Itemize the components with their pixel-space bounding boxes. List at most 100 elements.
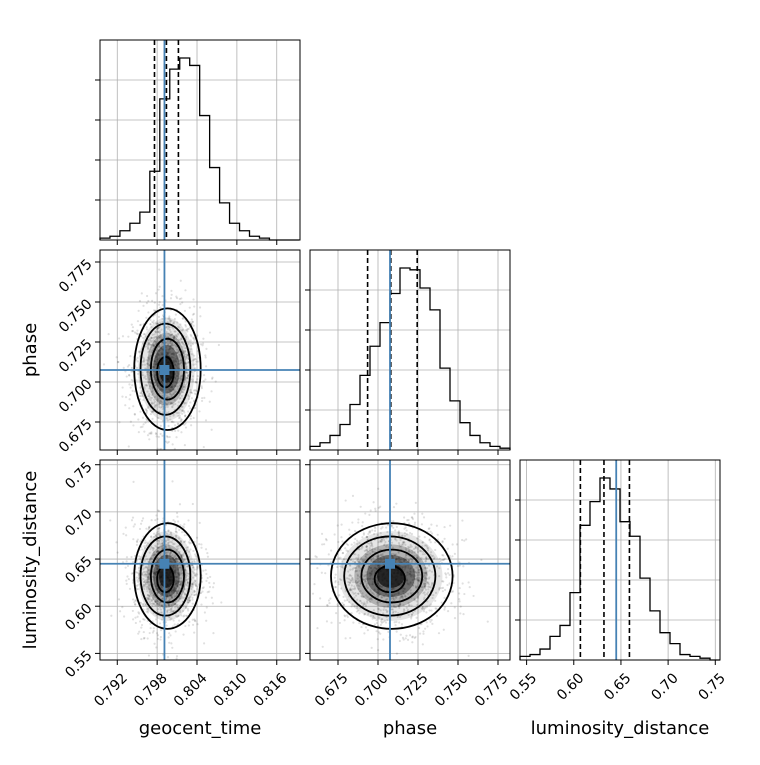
scatter-point [384,621,388,624]
scatter-point [382,543,386,547]
scatter-point [174,566,177,570]
scatter-point [178,353,181,356]
scatter-point [384,598,388,601]
scatter-point [192,549,195,553]
scatter-point [115,541,118,544]
scatter-point [156,399,159,402]
scatter-point [157,303,161,306]
scatter-point [397,551,400,555]
scatter-point [415,600,418,603]
scatter-point [397,541,401,545]
scatter-point [391,546,394,549]
scatter-point [425,557,428,561]
scatter-point [183,523,186,526]
scatter-point [146,566,149,569]
scatter-point [450,590,453,593]
scatter-point [382,560,386,563]
scatter-point [421,586,424,589]
scatter-point [165,412,168,415]
scatter-point [186,371,189,374]
scatter-point [204,356,207,359]
scatter-point [170,402,173,405]
scatter-point [326,604,329,607]
scatter-point [370,543,373,546]
scatter-point [402,608,406,611]
scatter-point [157,326,161,329]
scatter-point [334,586,337,589]
scatter-point [367,564,371,567]
scatter-point [170,388,173,391]
scatter-point [424,593,427,596]
scatter-point [182,526,186,529]
scatter-point [143,363,147,366]
scatter-point [184,289,187,292]
scatter-point [178,537,181,540]
scatter-point [167,344,170,347]
scatter-point [414,578,417,581]
scatter-point [186,581,189,584]
scatter-point [366,578,369,581]
scatter-point [170,607,173,610]
scatter-point [145,527,148,530]
scatter-point [166,441,169,444]
scatter-point [170,642,173,645]
scatter-point [373,589,376,592]
scatter-point [179,524,182,527]
scatter-point [360,601,363,605]
scatter-point [184,320,187,323]
scatter-point [400,545,403,548]
scatter-point [363,601,366,604]
x-axis-label-phase: phase [383,718,437,739]
scatter-point [336,603,339,606]
scatter-point [161,352,164,356]
scatter-point [153,572,156,575]
scatter-point [170,395,173,398]
scatter-point [157,589,160,592]
scatter-point [352,592,355,595]
scatter-point [401,565,404,569]
scatter-point [157,335,161,339]
scatter-point [144,573,147,576]
scatter-point [131,326,135,329]
scatter-point [137,431,140,434]
scatter-point [424,567,427,570]
scatter-point [181,409,184,413]
scatter-point [155,361,158,364]
scatter-point [134,599,137,602]
scatter-point [381,526,384,529]
scatter-point [168,389,172,392]
scatter-point [154,362,157,366]
scatter-point [394,596,397,599]
scatter-point [154,357,157,360]
scatter-point [161,317,164,320]
scatter-point [399,602,402,606]
scatter-point [375,590,378,594]
scatter-point [442,558,445,561]
scatter-point [149,396,152,399]
scatter-point [174,360,177,363]
scatter-point [409,570,412,573]
scatter-point [166,555,169,558]
scatter-point [319,597,322,600]
scatter-point [169,618,172,621]
scatter-point [441,540,444,543]
scatter-point [366,587,369,590]
scatter-point [320,571,323,574]
scatter-point [181,525,184,528]
scatter-point [365,545,368,548]
scatter-point [172,602,175,605]
scatter-point [405,606,408,609]
scatter-point [429,620,432,623]
scatter-point [191,583,194,586]
scatter-point [180,569,183,572]
scatter-point [151,570,154,574]
scatter-point [374,560,378,563]
scatter-point [418,549,422,552]
scatter-point [334,573,337,576]
scatter-point [415,571,419,574]
scatter-point [150,432,153,435]
scatter-point [348,601,351,604]
scatter-point [126,365,130,368]
scatter-point [156,509,160,512]
scatter-point [189,388,192,392]
